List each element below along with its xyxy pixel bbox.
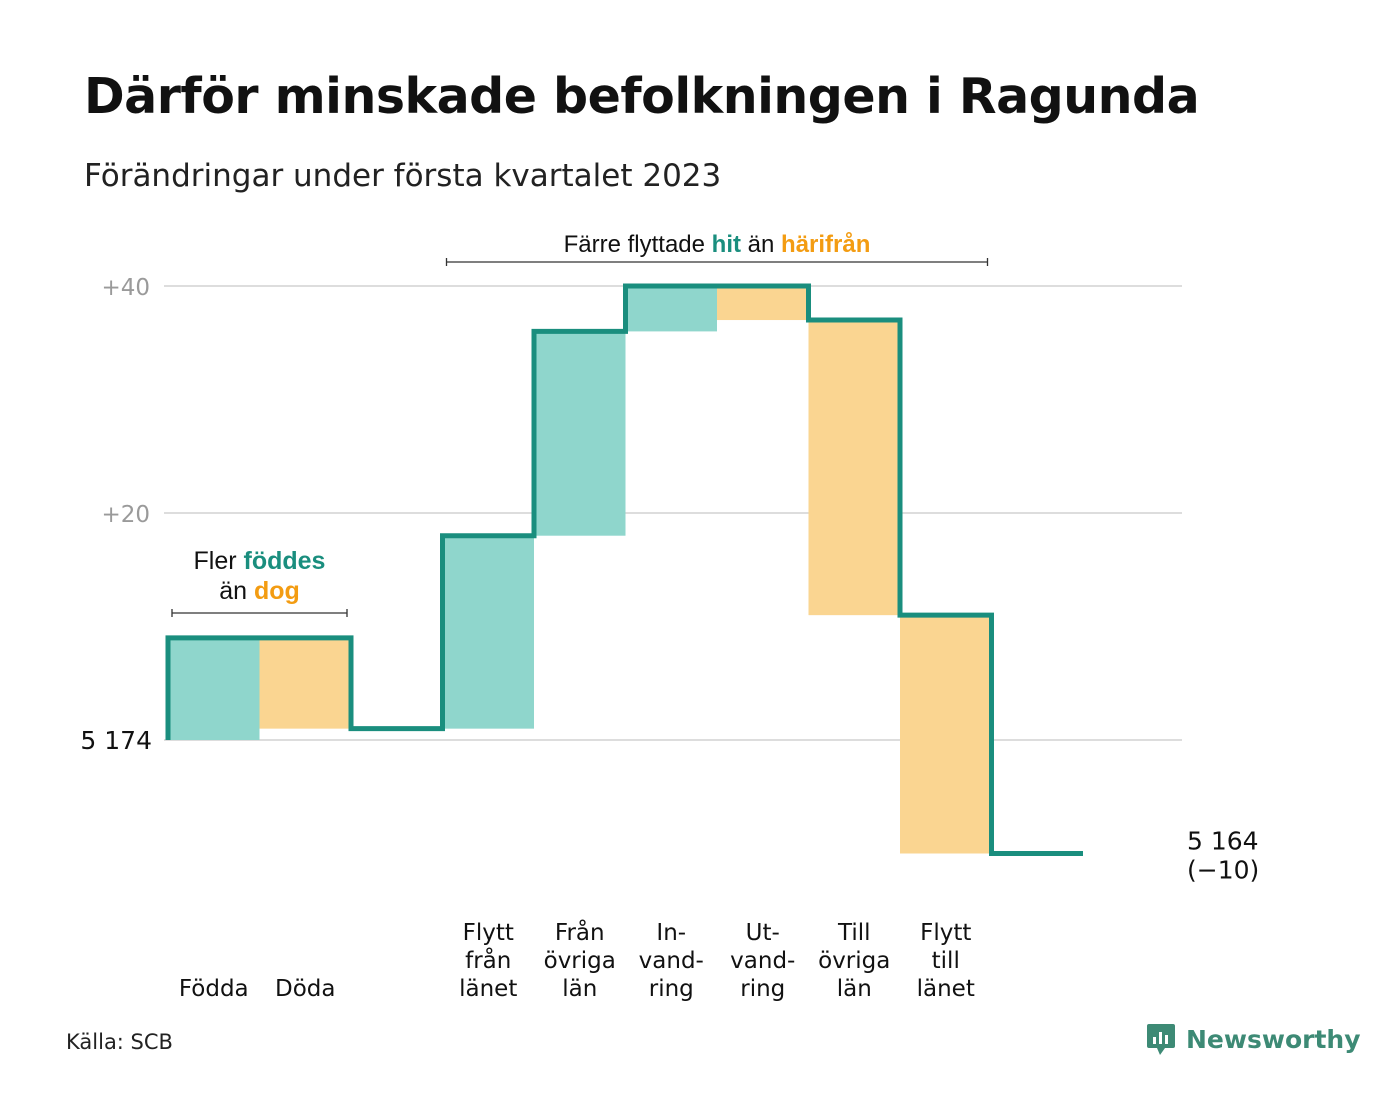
annotation-segment: dog: [254, 577, 300, 605]
annotation-bracket: [171, 609, 348, 617]
category-label: Till: [837, 920, 871, 946]
decrease-bar: [717, 286, 809, 321]
category-label: länet: [459, 976, 517, 1002]
category-label: län: [837, 976, 872, 1002]
end-value-label: 5 164: [1187, 827, 1259, 856]
chart-subtitle: Förändringar under första kvartalet 2023: [84, 158, 722, 194]
decrease-bar: [900, 615, 992, 854]
annotation-text: Färre flyttade hit än härifrån: [564, 231, 871, 258]
source-note: Källa: SCB: [66, 1030, 173, 1054]
y-tick-label: +40: [101, 275, 150, 301]
baseline-value-label: 5 174: [80, 726, 152, 755]
annotation-segment: hit: [712, 231, 741, 258]
increase-bar: [168, 637, 260, 740]
category-label: ring: [740, 976, 785, 1002]
annotation-segment: härifrån: [781, 231, 870, 258]
newsworthy-icon: [1147, 1024, 1175, 1055]
decrease-bar: [259, 637, 351, 729]
annotation-segment: föddes: [244, 547, 326, 575]
category-label: län: [562, 976, 597, 1002]
brand-logo: Newsworthy: [1146, 1022, 1361, 1056]
category-label: Döda: [275, 976, 335, 1002]
decrease-bar: [808, 320, 900, 616]
increase-bar: [442, 535, 534, 729]
cumulative-step-line: [165, 283, 1083, 856]
category-label: ring: [649, 976, 694, 1002]
category-label: till: [932, 948, 960, 974]
increase-bar: [625, 286, 717, 332]
category-label: övriga: [818, 948, 890, 974]
chart-title: Därför minskade befolkningen i Ragunda: [84, 68, 1200, 125]
annotation-segment: Fler: [194, 547, 244, 575]
annotation-segment: Färre flyttade: [564, 231, 712, 258]
annotation-text: än dog: [219, 577, 300, 605]
category-label: Flytt: [463, 920, 514, 946]
brand-name: Newsworthy: [1186, 1024, 1361, 1054]
increase-bar: [534, 331, 626, 536]
category-label: länet: [917, 976, 975, 1002]
category-label: In-: [656, 920, 686, 946]
category-label: Flytt: [920, 920, 971, 946]
y-tick-label: +20: [101, 502, 150, 528]
category-label: vand-: [730, 948, 795, 974]
annotation-segment: än: [741, 231, 781, 258]
category-label: Från: [555, 918, 605, 946]
annotation-bracket: [445, 258, 989, 266]
annotation-segment: än: [219, 577, 254, 605]
change-value-label: (−10): [1187, 856, 1259, 885]
annotation-text: Fler föddes: [194, 547, 326, 575]
category-label: Ut-: [746, 920, 780, 946]
category-label: vand-: [639, 948, 704, 974]
category-label: från: [465, 946, 511, 974]
category-label: Födda: [179, 976, 249, 1002]
category-label: övriga: [544, 948, 616, 974]
